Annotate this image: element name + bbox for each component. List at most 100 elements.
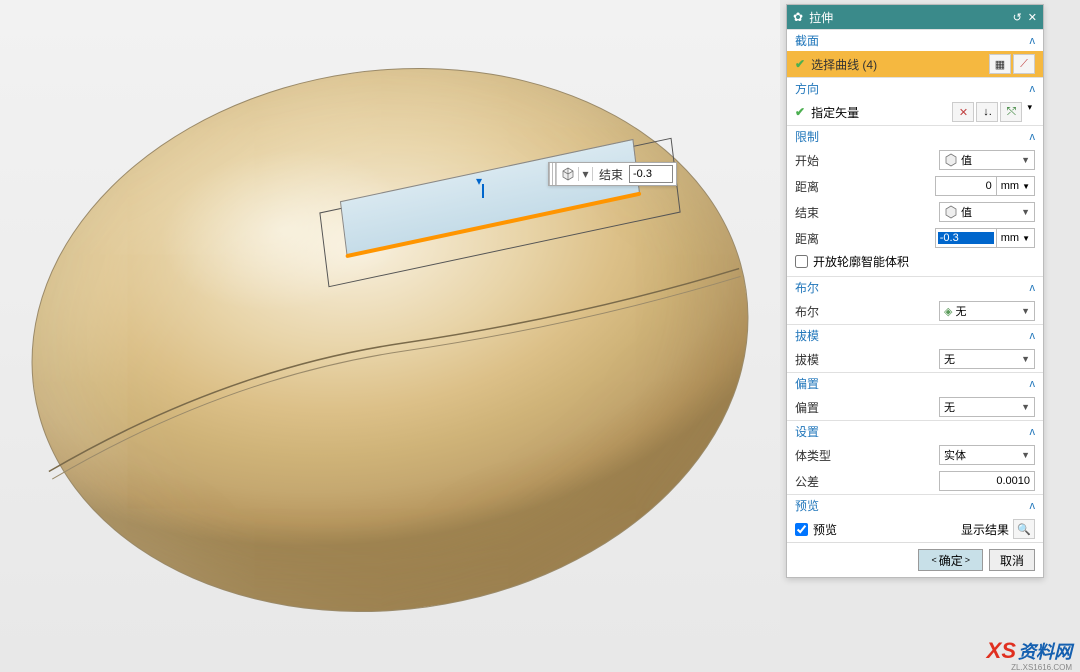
section-header-boolean[interactable]: 布尔 ʌ <box>787 276 1043 298</box>
chevron-down-icon: ▼ <box>1021 450 1030 460</box>
preview-checkbox[interactable] <box>795 523 808 536</box>
section-header-section1[interactable]: 截面 ʌ <box>787 29 1043 51</box>
specify-vector-row[interactable]: ✔ 指定矢量 ✕ ↓. ⤲ ▾ <box>787 99 1043 125</box>
watermark-xs: XS <box>987 638 1016 664</box>
boolean-label: 布尔 <box>795 303 875 320</box>
vector-dialog-icon[interactable]: ↓. <box>976 102 998 122</box>
start-distance-input[interactable] <box>935 176 997 196</box>
close-icon[interactable]: ✕ <box>1028 11 1037 24</box>
section-title: 布尔 <box>795 279 819 296</box>
distance-label: 距离 <box>795 178 875 195</box>
watermark-url: ZL.XS1616.COM <box>1011 663 1072 672</box>
body-type-row: 体类型 实体 ▼ <box>787 442 1043 468</box>
body-type-label: 体类型 <box>795 447 875 464</box>
floating-end-value-input[interactable] <box>629 165 673 183</box>
chevron-down-icon: ▼ <box>1021 402 1030 412</box>
tolerance-label: 公差 <box>795 473 875 490</box>
section-title: 限制 <box>795 128 819 145</box>
unit-dropdown[interactable]: mm ▼ <box>997 228 1035 248</box>
watermark-logo: XS 资料网 ZL.XS1616.COM <box>987 638 1072 664</box>
chevron-up-icon: ʌ <box>1030 35 1036 47</box>
dialog-title: 拉伸 <box>809 9 833 26</box>
start-type-row: 开始 值 ▼ <box>787 147 1043 173</box>
end-distance-input[interactable]: -0.3 <box>935 228 997 248</box>
draft-dropdown[interactable]: 无 ▼ <box>939 349 1035 369</box>
gear-icon[interactable]: ✿ <box>793 10 803 24</box>
section-title: 预览 <box>795 497 819 514</box>
viewport-3d[interactable]: ▾ 结束 <box>0 0 780 670</box>
draft-label: 拔模 <box>795 351 875 368</box>
section-header-preview[interactable]: 预览 ʌ <box>787 494 1043 516</box>
offset-dropdown[interactable]: 无 ▼ <box>939 397 1035 417</box>
start-type-dropdown[interactable]: 值 ▼ <box>939 150 1035 170</box>
tolerance-input[interactable] <box>939 471 1035 491</box>
section-title: 偏置 <box>795 375 819 392</box>
select-curve-label: 选择曲线 (4) <box>811 56 877 73</box>
start-distance-row: 距离 mm ▼ <box>787 173 1043 199</box>
floating-end-input[interactable]: ▾ 结束 <box>548 162 677 186</box>
distance-label: 距离 <box>795 230 875 247</box>
select-curve-row[interactable]: ✔ 选择曲线 (4) ▦ ⟋ <box>787 51 1043 77</box>
value-cube-icon <box>557 167 579 181</box>
offset-row: 偏置 无 ▼ <box>787 394 1043 420</box>
section-header-settings[interactable]: 设置 ʌ <box>787 420 1043 442</box>
chevron-down-icon: ▼ <box>1021 306 1030 316</box>
body-type-dropdown[interactable]: 实体 ▼ <box>939 445 1035 465</box>
section-title: 设置 <box>795 423 819 440</box>
chevron-up-icon: ʌ <box>1030 330 1036 342</box>
curve-rule-icon[interactable]: ⟋ <box>1013 54 1035 74</box>
dialog-footer: <确定> 取消 <box>787 542 1043 577</box>
section-title: 方向 <box>795 80 819 97</box>
chevron-up-icon: ʌ <box>1030 500 1036 512</box>
open-profile-label: 开放轮廓智能体积 <box>813 253 909 270</box>
offset-label: 偏置 <box>795 399 875 416</box>
open-profile-checkbox-row: 开放轮廓智能体积 <box>787 251 1043 276</box>
section-header-direction[interactable]: 方向 ʌ <box>787 77 1043 99</box>
section-header-limits[interactable]: 限制 ʌ <box>787 125 1043 147</box>
inferred-vector-icon[interactable]: ⤲ <box>1000 102 1022 122</box>
drag-grip-icon[interactable] <box>549 163 557 185</box>
floating-end-label: 结束 <box>593 166 629 183</box>
end-type-dropdown[interactable]: 值 ▼ <box>939 202 1035 222</box>
direction-handle[interactable] <box>478 192 488 202</box>
none-icon: ◈ <box>944 305 952 318</box>
boolean-row: 布尔 ◈ 无 ▼ <box>787 298 1043 324</box>
dropdown-arrow-icon[interactable]: ▾ <box>579 167 593 181</box>
sketch-section-icon[interactable]: ▦ <box>989 54 1011 74</box>
chevron-up-icon: ʌ <box>1030 83 1036 95</box>
section-header-offset[interactable]: 偏置 ʌ <box>787 372 1043 394</box>
chevron-up-icon: ʌ <box>1030 426 1036 438</box>
show-result-label: 显示结果 <box>961 521 1009 538</box>
extrude-dialog: ✿ 拉伸 ↺ ✕ 截面 ʌ ✔ 选择曲线 (4) ▦ ⟋ 方向 ʌ ✔ 指定矢量… <box>786 4 1044 578</box>
section-title: 截面 <box>795 32 819 49</box>
ok-button[interactable]: <确定> <box>918 549 983 571</box>
chevron-down-icon: ▼ <box>1021 207 1030 217</box>
dropdown-arrow-icon[interactable]: ▾ <box>1024 102 1035 122</box>
check-icon: ✔ <box>795 57 805 71</box>
start-label: 开始 <box>795 152 875 169</box>
open-profile-checkbox[interactable] <box>795 255 808 268</box>
chevron-down-icon: ▼ <box>1021 354 1030 364</box>
end-type-row: 结束 值 ▼ <box>787 199 1043 225</box>
tolerance-row: 公差 <box>787 468 1043 494</box>
draft-row: 拔模 无 ▼ <box>787 346 1043 372</box>
unit-dropdown[interactable]: mm ▼ <box>997 176 1035 196</box>
reverse-direction-icon[interactable]: ✕ <box>952 102 974 122</box>
section-header-draft[interactable]: 拔模 ʌ <box>787 324 1043 346</box>
preview-row: 预览 显示结果 🔍 <box>787 516 1043 542</box>
section-title: 拔模 <box>795 327 819 344</box>
show-result-icon[interactable]: 🔍 <box>1013 519 1035 539</box>
chevron-up-icon: ʌ <box>1030 282 1036 294</box>
vector-label: 指定矢量 <box>811 104 859 121</box>
reset-icon[interactable]: ↺ <box>1013 11 1022 24</box>
end-distance-row: 距离 -0.3 mm ▼ <box>787 225 1043 251</box>
check-icon: ✔ <box>795 105 805 119</box>
preview-label: 预览 <box>813 521 837 538</box>
cancel-button[interactable]: 取消 <box>989 549 1035 571</box>
chevron-up-icon: ʌ <box>1030 378 1036 390</box>
dialog-titlebar[interactable]: ✿ 拉伸 ↺ ✕ <box>787 5 1043 29</box>
chevron-down-icon: ▼ <box>1021 155 1030 165</box>
boolean-dropdown[interactable]: ◈ 无 ▼ <box>939 301 1035 321</box>
end-label: 结束 <box>795 204 875 221</box>
watermark-text: 资料网 <box>1018 638 1072 664</box>
